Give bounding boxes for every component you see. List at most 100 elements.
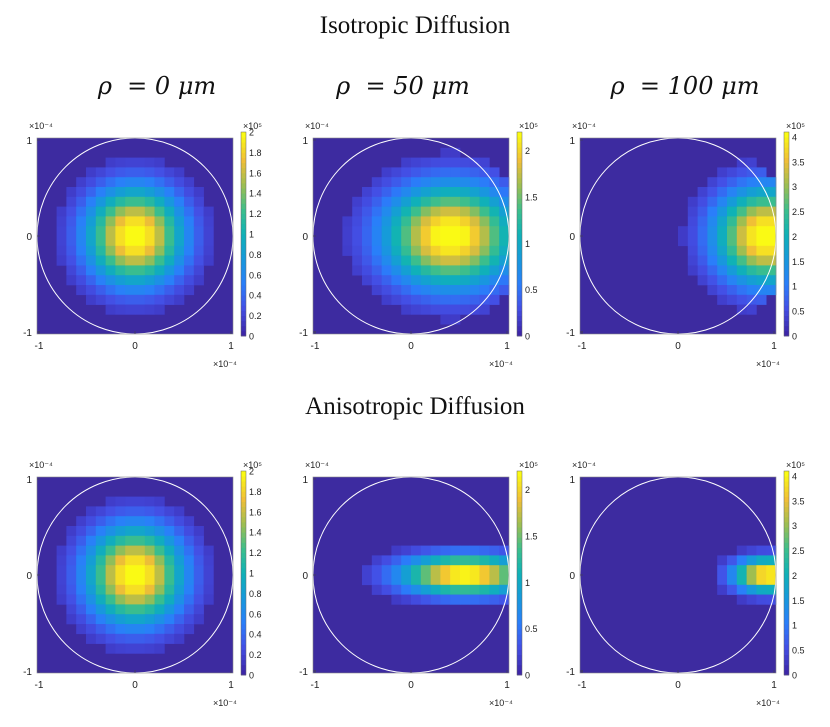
colorbar-segment <box>241 506 246 513</box>
colorbar-segment <box>517 244 522 250</box>
heatmap-cell <box>135 614 146 625</box>
colorbar-segment <box>517 496 522 502</box>
heatmap-cell <box>717 555 728 566</box>
heatmap-cell <box>391 555 402 566</box>
heatmap-cell <box>381 255 392 266</box>
heatmap-cell <box>450 294 461 305</box>
heatmap-cell <box>86 245 97 256</box>
colorbar-segment <box>241 239 246 245</box>
heatmap-cell <box>184 187 195 198</box>
colorbar-segment <box>784 471 789 477</box>
heatmap-cell <box>203 575 214 586</box>
heatmap-cell <box>184 604 195 615</box>
heatmap-cell <box>717 275 728 286</box>
heatmap-cell <box>381 206 392 217</box>
heatmap-cell <box>420 226 431 237</box>
y-tick-label: 0 <box>26 571 32 582</box>
heatmap-cell <box>736 294 747 305</box>
y-axis-exponent: ×10⁻⁴ <box>305 460 329 470</box>
heatmap-cell <box>76 255 87 266</box>
heatmap-cell <box>125 555 136 566</box>
heatmap-cell <box>144 216 155 227</box>
heatmap-cell <box>440 167 451 178</box>
heatmap-cell <box>125 624 136 635</box>
colorbar-segment <box>517 188 522 194</box>
heatmap-cell <box>766 187 777 198</box>
heatmap-cell <box>144 614 155 625</box>
colorbar-tick-label: 1.4 <box>249 189 262 199</box>
heatmap-cell <box>95 206 106 217</box>
heatmap-cell <box>411 187 422 198</box>
colorbar-segment <box>784 274 789 281</box>
heatmap-cell <box>105 584 116 595</box>
colorbar-frame <box>783 470 790 676</box>
heatmap-cell <box>125 294 136 305</box>
colorbar-exponent: ×10⁵ <box>243 460 262 470</box>
heatmap-cell <box>105 196 116 207</box>
colorbar-segment <box>241 486 246 492</box>
heatmap-cell <box>154 236 165 247</box>
heatmap-cell <box>489 285 500 296</box>
heatmap-cell <box>76 196 87 207</box>
heatmap-cell <box>756 177 767 188</box>
colorbar-segment <box>784 132 789 138</box>
heatmap-cell <box>95 294 106 305</box>
colorbar-segment <box>784 162 789 169</box>
colorbar-frame <box>783 131 790 337</box>
colorbar-segment <box>241 471 246 477</box>
heatmap-cell <box>736 275 747 286</box>
colorbar-tick-label: 0.8 <box>249 250 262 260</box>
colorbar-segment <box>517 613 522 620</box>
heatmap-cell <box>95 624 106 635</box>
heatmap-cell <box>766 236 777 247</box>
heatmap-cell <box>479 555 490 566</box>
heatmap-cell <box>144 643 155 654</box>
colorbar-segment <box>241 290 246 296</box>
heatmap-cell <box>420 177 431 188</box>
y-tick-label: 0 <box>302 232 308 243</box>
heatmap-cell <box>440 157 451 168</box>
heatmap-cell <box>115 245 126 256</box>
heatmap-cell <box>66 245 77 256</box>
heatmap-cell <box>174 604 185 615</box>
colorbar-segment <box>784 654 789 661</box>
heatmap-cell <box>430 206 441 217</box>
colorbar-segment <box>784 310 789 316</box>
heatmap-cell <box>420 304 431 315</box>
heatmap-cell <box>352 236 363 247</box>
colorbar-segment <box>241 285 246 291</box>
colorbar-tick-label: 0 <box>792 671 797 681</box>
heatmap-cell <box>756 167 767 178</box>
heatmap-cell <box>144 535 155 546</box>
heatmap-cell <box>460 265 471 276</box>
heatmap-cell <box>135 594 146 605</box>
heatmap-cell <box>352 255 363 266</box>
heatmap-cell <box>707 245 718 256</box>
colorbar-segment <box>784 486 789 492</box>
heatmap-cell <box>499 565 510 576</box>
colorbar-segment <box>241 132 246 138</box>
y-tick-label: 0 <box>302 571 308 582</box>
colorbar-segment <box>784 193 789 199</box>
y-axis-exponent: ×10⁻⁴ <box>29 121 53 131</box>
heatmap-cell <box>125 206 136 217</box>
colorbar-segment <box>784 516 789 523</box>
heatmap-cell <box>164 206 175 217</box>
colorbar-segment <box>517 152 522 158</box>
heatmap-cell <box>174 216 185 227</box>
colorbar-segment <box>517 669 522 676</box>
colorbar-tick-label: 3.5 <box>792 157 805 167</box>
x-tick-label: 1 <box>504 680 510 691</box>
colorbar-segment <box>241 522 246 528</box>
heatmap-cell <box>756 236 767 247</box>
heatmap-cell <box>717 255 728 266</box>
heatmap-cell <box>746 216 757 227</box>
colorbar-segment <box>784 532 789 538</box>
heatmap-cell <box>499 285 510 296</box>
heatmap-cell <box>154 226 165 237</box>
heatmap-cell <box>479 265 490 276</box>
heatmap-cell <box>174 285 185 296</box>
heatmap-cell <box>105 177 116 188</box>
heatmap-cell <box>411 285 422 296</box>
heatmap-cell <box>76 187 87 198</box>
